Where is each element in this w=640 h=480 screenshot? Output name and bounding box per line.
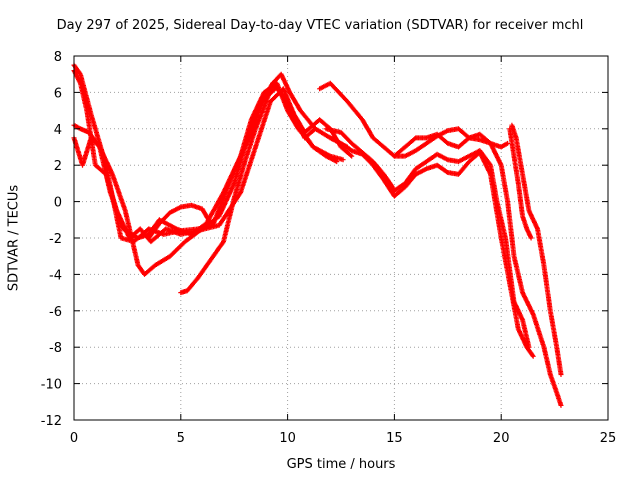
y-tick-label: 6 (54, 86, 62, 101)
series-arc10 (391, 131, 564, 408)
series-markers (71, 68, 355, 245)
series-arc2 (71, 68, 355, 245)
x-axis-label: GPS time / hours (286, 457, 396, 472)
chart-title: Day 297 of 2025, Sidereal Day-to-day VTE… (56, 18, 584, 33)
y-tick-label: -12 (41, 414, 62, 429)
series-markers (327, 135, 536, 359)
y-tick-label: -6 (49, 305, 62, 320)
x-tick-label: 10 (279, 431, 296, 446)
y-tick-label: 2 (54, 159, 62, 174)
series-markers (71, 84, 350, 241)
y-tick-label: -10 (41, 378, 62, 393)
series-arc12 (507, 126, 534, 241)
series-arc9 (327, 135, 536, 359)
x-tick-label: 0 (70, 431, 78, 446)
series-markers (391, 131, 564, 408)
series-markers (178, 71, 318, 296)
y-tick-label: -2 (49, 232, 62, 247)
data-series (71, 62, 564, 408)
y-tick-label: -8 (49, 341, 62, 356)
y-tick-label: 4 (54, 123, 62, 138)
series-arc5 (146, 202, 212, 241)
x-tick-label: 20 (493, 431, 510, 446)
x-tick-label: 5 (177, 431, 185, 446)
y-tick-label: 0 (54, 196, 62, 211)
x-tick-label: 15 (386, 431, 403, 446)
series-arc3 (71, 84, 350, 241)
series-arc6 (178, 71, 318, 296)
series-arc11 (509, 122, 564, 377)
series-markers (507, 126, 534, 241)
series-markers (509, 122, 564, 377)
y-tick-label: 8 (54, 50, 62, 65)
series-markers (146, 202, 212, 241)
x-tick-label: 25 (600, 431, 617, 446)
y-tick-label: -4 (49, 268, 62, 283)
